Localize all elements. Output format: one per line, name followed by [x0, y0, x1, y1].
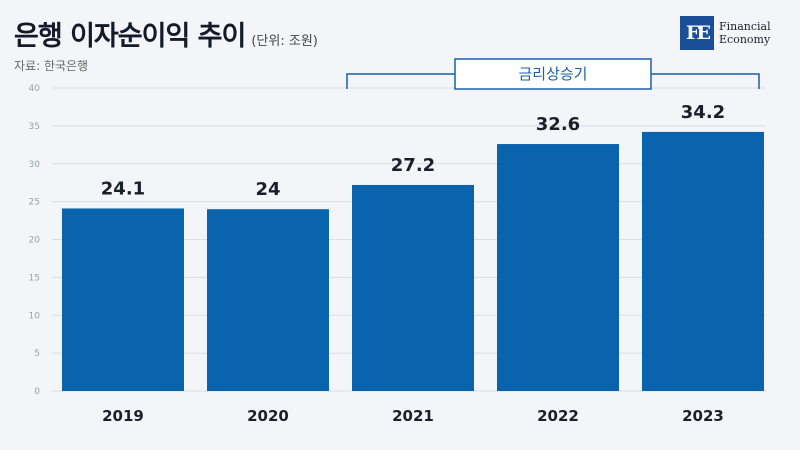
logo-line-1: Financial [719, 20, 771, 33]
value-label: 27.2 [391, 155, 435, 176]
y-tick-label: 15 [29, 273, 40, 283]
x-tick-label: 2021 [392, 407, 434, 425]
source-label: 자료: 한국은행 [14, 59, 89, 73]
value-label: 32.6 [536, 114, 580, 135]
y-tick-label: 35 [29, 122, 40, 132]
chart-title: 은행 이자순이익 추이 [14, 21, 246, 52]
logo-line-2: Economy [719, 33, 771, 46]
bar [62, 208, 184, 391]
annotation-box [454, 58, 652, 90]
logo-mark: FE [680, 16, 714, 50]
x-tick-label: 2023 [682, 407, 724, 425]
title-line: 은행 이자순이익 추이 (단위: 조원) [14, 14, 318, 53]
y-tick-label: 40 [29, 84, 41, 94]
logo-text: Financial Economy [719, 20, 771, 46]
y-tick-label: 30 [29, 160, 41, 170]
value-label: 34.2 [681, 102, 725, 123]
y-tick-label: 20 [29, 236, 41, 246]
bar [497, 144, 619, 391]
brand-logo: FE Financial Economy [680, 16, 771, 50]
x-tick-label: 2019 [102, 407, 144, 425]
y-tick-label: 25 [29, 198, 40, 208]
y-tick-label: 5 [34, 349, 40, 359]
unit-label: (단위: 조원) [251, 34, 318, 49]
chart-header: 은행 이자순이익 추이 (단위: 조원) 자료: 한국은행 [14, 14, 318, 74]
value-label: 24 [255, 179, 280, 200]
annotation-label: 금리상승기 [518, 65, 587, 83]
bar [352, 184, 474, 391]
bar [642, 131, 764, 391]
x-tick-label: 2020 [247, 407, 289, 425]
bar [207, 209, 329, 391]
x-tick-label: 2022 [537, 407, 579, 425]
y-tick-label: 0 [34, 387, 40, 397]
value-label: 24.1 [101, 178, 145, 199]
y-tick-label: 10 [29, 311, 41, 321]
